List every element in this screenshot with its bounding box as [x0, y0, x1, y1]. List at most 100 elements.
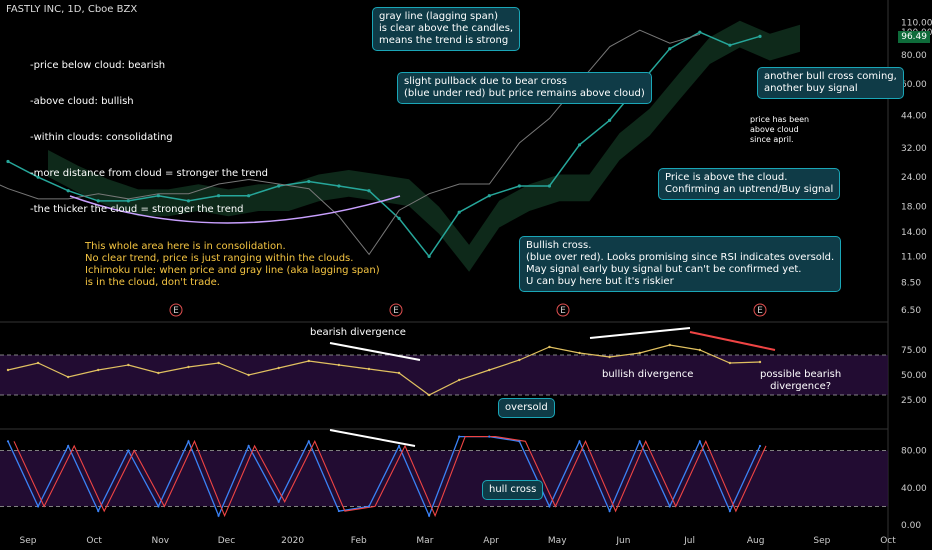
- stoch-point: [428, 514, 431, 517]
- consolidation-note: This whole area here is in consolidation…: [85, 241, 380, 288]
- price-point: [367, 189, 371, 193]
- stoch-point: [698, 440, 701, 443]
- price-point: [457, 210, 461, 214]
- stoch-point: [397, 444, 401, 448]
- possible-divergence-arrow: [689, 331, 776, 351]
- x-tick-label: May: [548, 536, 567, 546]
- callout-hull-cross: hull cross: [482, 480, 544, 500]
- earnings-marker: [389, 303, 403, 317]
- stoch-point: [638, 440, 641, 443]
- stoch-point: [608, 509, 611, 513]
- rsi-possible-divergence-label: possible bearish divergence?: [760, 369, 842, 392]
- rsi-panel: [0, 343, 888, 397]
- price-point: [608, 118, 612, 122]
- earnings-marker-label: E: [560, 306, 566, 316]
- kumo-cloud: [48, 20, 800, 272]
- price-point: [66, 189, 70, 193]
- rsi-point: [337, 363, 341, 367]
- stoch-point: [127, 449, 130, 452]
- price-point: [397, 216, 401, 220]
- x-tick-label: Feb: [351, 536, 367, 546]
- price-tick-label: 44.00: [901, 112, 927, 122]
- rsi-bearish-divergence-label: bearish divergence: [310, 327, 406, 338]
- price-point: [337, 184, 341, 188]
- stoch-point: [157, 505, 160, 508]
- ichimoku-cloud: [48, 20, 800, 272]
- x-tick-label: 2020: [281, 536, 304, 546]
- rsi-point: [397, 371, 401, 375]
- stoch-point: [247, 444, 250, 448]
- stoch-k-line: [7, 435, 761, 518]
- x-tick-label: Oct: [880, 536, 896, 546]
- price-tick-label: 6.50: [901, 306, 921, 316]
- rsi-point: [518, 358, 521, 362]
- legend-note: -the thicker the cloud = stronger the tr…: [30, 204, 244, 215]
- price-point: [517, 184, 521, 188]
- stoch-band: [0, 450, 888, 507]
- stoch-point: [578, 440, 581, 443]
- rsi-point: [638, 351, 641, 355]
- stoch-tick-label: 40.00: [901, 484, 927, 494]
- stoch-point: [367, 505, 371, 508]
- rsi-tick-label: 25.00: [901, 396, 927, 406]
- stoch-divergence-arrow: [329, 429, 416, 447]
- earnings-marker: [169, 303, 183, 317]
- price-point: [277, 184, 281, 188]
- rsi-point: [66, 375, 70, 379]
- bearish-divergence-arrow: [329, 342, 421, 361]
- x-tick-label: Oct: [86, 536, 102, 546]
- price-point: [247, 194, 251, 198]
- rsi-point: [187, 365, 190, 369]
- earnings-marker: [753, 303, 767, 317]
- price-tick-label: 18.00: [901, 202, 927, 212]
- rsi-point: [36, 361, 40, 365]
- stoch-tick-label: 80.00: [901, 447, 927, 457]
- rsi-point: [698, 348, 702, 352]
- rsi-point: [6, 368, 10, 372]
- stoch-point: [668, 505, 671, 508]
- x-tick-label: Apr: [483, 536, 499, 546]
- stoch-point: [36, 505, 40, 508]
- x-tick-label: Aug: [747, 536, 765, 546]
- callout-pullback: slight pullback due to bear cross (blue …: [397, 72, 652, 104]
- callout-lagging-span: gray line (lagging span) is clear above …: [372, 7, 521, 51]
- stoch-point: [67, 444, 70, 448]
- stoch-tick-label: 0.00: [901, 521, 921, 531]
- price-point: [427, 254, 431, 259]
- stoch-point: [518, 440, 521, 443]
- price-point: [36, 175, 40, 179]
- callout-bull-cross: another bull cross coming, another buy s…: [757, 67, 904, 99]
- stoch-d-line: [13, 436, 767, 518]
- price-point: [728, 43, 732, 47]
- price-tick-label: 8.50: [901, 279, 921, 289]
- chart-title: FASTLY INC, 1D, Cboe BZX: [6, 4, 138, 15]
- rsi-point: [247, 373, 250, 377]
- stoch-point: [187, 440, 190, 443]
- earnings-marker: [556, 303, 570, 317]
- x-tick-label: Mar: [416, 536, 433, 546]
- price-tick-label: 14.00: [901, 228, 927, 238]
- earnings-marker-label: E: [173, 306, 179, 316]
- stoch-point: [488, 435, 491, 438]
- rsi-point: [127, 363, 130, 367]
- price-tick-label: 110.00: [901, 19, 932, 29]
- rsi-point: [758, 360, 762, 364]
- price-tick-label: 32.00: [901, 144, 927, 154]
- price-point: [96, 199, 100, 203]
- rsi-point: [728, 361, 732, 365]
- x-axis: Sep Oct Nov Dec 2020 Feb Mar Apr May Jun Jul Aug Sep…: [20, 536, 897, 546]
- price-tick-label: 60.00: [901, 80, 927, 90]
- stoch-point: [458, 435, 461, 438]
- side-note: price has been above cloud since april.: [750, 115, 810, 144]
- rsi-point: [608, 355, 611, 359]
- legend-note: -price below cloud: bearish: [30, 60, 166, 71]
- legend-notes: -price below cloud: bearish -above cloud…: [30, 36, 268, 228]
- rsi-line: [7, 344, 761, 396]
- legend-note: -above cloud: bullish: [30, 96, 134, 107]
- price-point: [547, 184, 552, 188]
- price-point: [668, 47, 672, 51]
- stoch-point: [307, 440, 310, 443]
- rsi-point: [277, 366, 280, 370]
- stoch-point: [758, 444, 762, 448]
